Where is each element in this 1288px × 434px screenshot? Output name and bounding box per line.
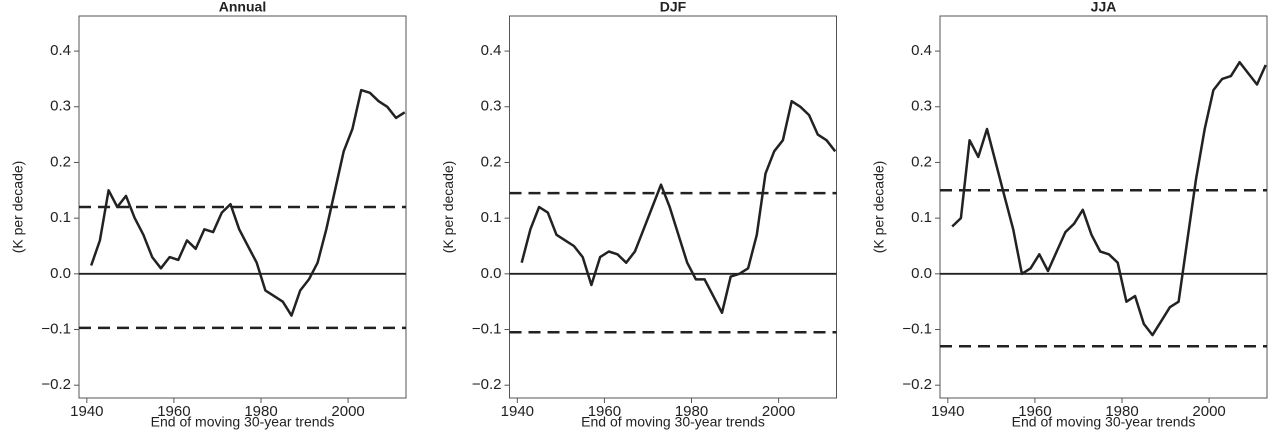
x-axis-label: End of moving 30-year trends xyxy=(1012,414,1196,430)
y-tick-label: 0.1 xyxy=(911,209,932,226)
x-tick-label: 1980 xyxy=(244,403,277,420)
x-tick-label: 1960 xyxy=(1018,403,1051,420)
y-axis-label: (K per decade) xyxy=(440,161,456,254)
panel-title: DJF xyxy=(660,0,687,15)
y-tick-label: 0.4 xyxy=(50,42,71,59)
x-tick-label: 1980 xyxy=(1105,403,1138,420)
y-tick-label: 0.1 xyxy=(50,209,71,226)
y-tick-label: 0.2 xyxy=(50,153,71,170)
y-tick-label: 0.4 xyxy=(481,42,502,59)
y-tick-label: 0.0 xyxy=(911,265,932,282)
x-axis-label: End of moving 30-year trends xyxy=(151,414,335,430)
y-tick-label: 0.2 xyxy=(481,153,502,170)
trend-line xyxy=(520,99,837,315)
x-tick-label: 1940 xyxy=(501,403,534,420)
y-tick-label: −0.1 xyxy=(472,320,502,337)
x-tick-label: 1940 xyxy=(70,403,103,420)
trend-line xyxy=(951,60,1267,337)
trend-line xyxy=(90,88,406,317)
y-tick-label: 0.0 xyxy=(50,265,71,282)
y-tick-label: 0.3 xyxy=(50,98,71,115)
panel-title: JJA xyxy=(1091,0,1117,15)
y-axis-label: (K per decade) xyxy=(10,161,26,254)
y-tick-label: 0.0 xyxy=(481,265,502,282)
x-tick-label: 1940 xyxy=(931,403,964,420)
panel-title: Annual xyxy=(219,0,266,15)
y-axis-label: (K per decade) xyxy=(871,161,887,254)
x-tick-label: 2000 xyxy=(762,403,795,420)
x-tick-label: 2000 xyxy=(1192,403,1225,420)
y-tick-label: 0.3 xyxy=(911,98,932,115)
plot-frame xyxy=(939,15,1268,399)
y-tick-label: 0.2 xyxy=(911,153,932,170)
y-tick-label: 0.3 xyxy=(481,98,502,115)
y-tick-label: −0.1 xyxy=(902,320,932,337)
x-tick-label: 1960 xyxy=(588,403,621,420)
y-tick-label: 0.4 xyxy=(911,42,932,59)
y-tick-label: −0.2 xyxy=(902,376,932,393)
x-tick-label: 2000 xyxy=(331,403,364,420)
x-axis-label: End of moving 30-year trends xyxy=(581,414,765,430)
plot-frame xyxy=(509,15,837,399)
x-tick-label: 1960 xyxy=(157,403,190,420)
y-tick-label: 0.1 xyxy=(481,209,502,226)
y-tick-label: −0.1 xyxy=(41,320,71,337)
y-tick-label: −0.2 xyxy=(41,376,71,393)
y-tick-label: −0.2 xyxy=(472,376,502,393)
x-tick-label: 1980 xyxy=(675,403,708,420)
